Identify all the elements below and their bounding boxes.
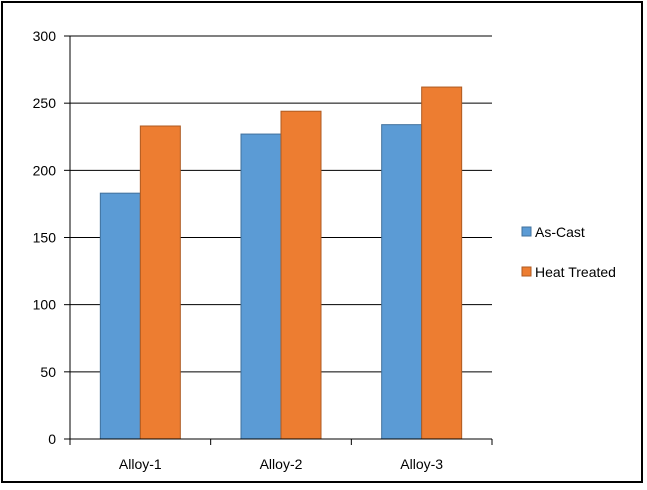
bar-heat-treated-alloy-3 [421, 86, 463, 440]
y-tick-label: 200 [33, 162, 57, 178]
legend-label: As-Cast [535, 224, 585, 240]
bar-as-cast-alloy-2 [240, 133, 282, 440]
x-category-label: Alloy-2 [260, 456, 303, 472]
x-category-label: Alloy-1 [119, 456, 162, 472]
y-tick-label: 300 [33, 28, 57, 44]
x-category-label: Alloy-3 [400, 456, 443, 472]
bar-as-cast-alloy-1 [99, 192, 141, 440]
axes: 0 50 100 150 200 250 300 Alloy-1 Alloy-2 Alloy-3 [33, 28, 493, 472]
bar-heat-treated-alloy-2 [280, 110, 322, 440]
legend: As-Cast Heat Treated [521, 224, 616, 280]
bars [99, 86, 463, 440]
y-tick-label: 0 [48, 431, 56, 447]
y-tick-label: 50 [40, 364, 56, 380]
legend-swatch [521, 226, 532, 237]
legend-label: Heat Treated [535, 264, 616, 280]
chart-frame: 0 50 100 150 200 250 300 Alloy-1 Alloy-2 Alloy-3 … [1, 1, 643, 483]
y-tick-label: 250 [33, 95, 57, 111]
y-tick-label: 150 [33, 230, 57, 246]
bar-heat-treated-alloy-1 [139, 125, 181, 440]
bar-as-cast-alloy-3 [381, 124, 423, 440]
legend-swatch [521, 266, 532, 277]
y-tick-label: 100 [33, 297, 57, 313]
